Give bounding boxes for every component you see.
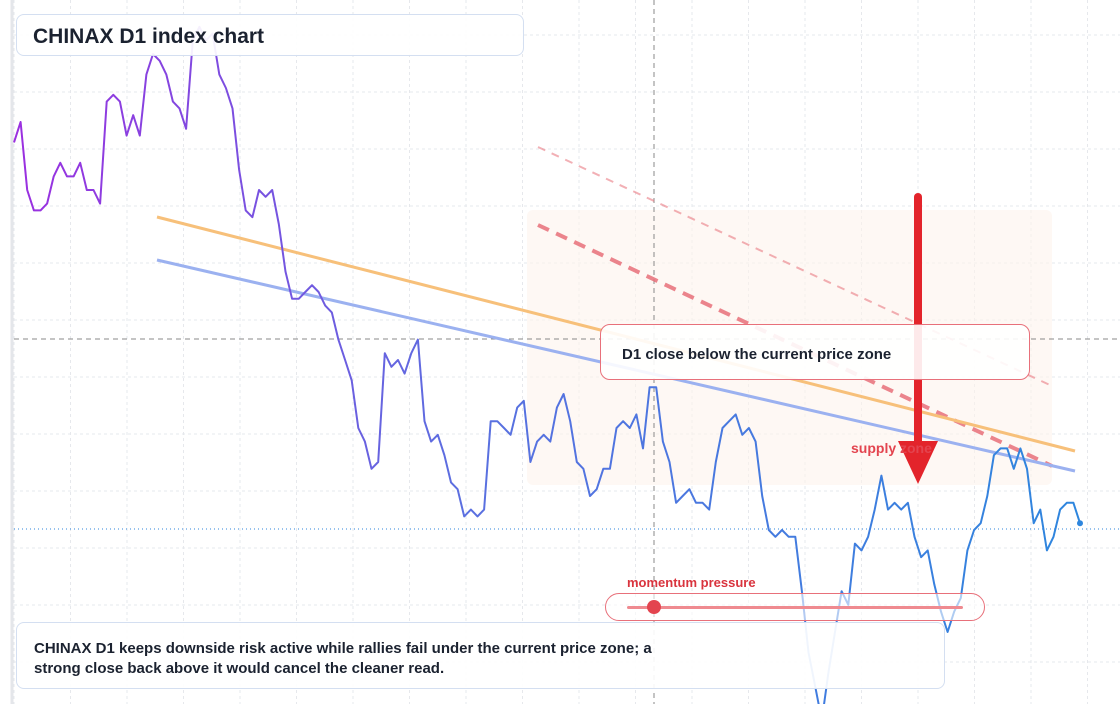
summary-card: CHINAX D1 keeps downside risk active whi…: [16, 622, 945, 689]
summary-text: CHINAX D1 keeps downside risk active whi…: [34, 640, 652, 677]
down-arrow-head-icon: [898, 441, 938, 484]
momentum-bar: [627, 606, 963, 609]
last-price-dot: [1077, 520, 1083, 527]
momentum-gauge: [605, 593, 985, 621]
supply-zone-label: supply zone: [851, 440, 932, 456]
callout-text: D1 close below the current price zone: [622, 346, 892, 363]
momentum-knob: [647, 600, 662, 614]
momentum-label: momentum pressure: [627, 575, 756, 590]
page-title: CHINAX D1 index chart: [33, 25, 265, 48]
title-card: CHINAX D1 index chart: [16, 14, 524, 56]
callout-card: D1 close below the current price zone: [600, 324, 1030, 380]
